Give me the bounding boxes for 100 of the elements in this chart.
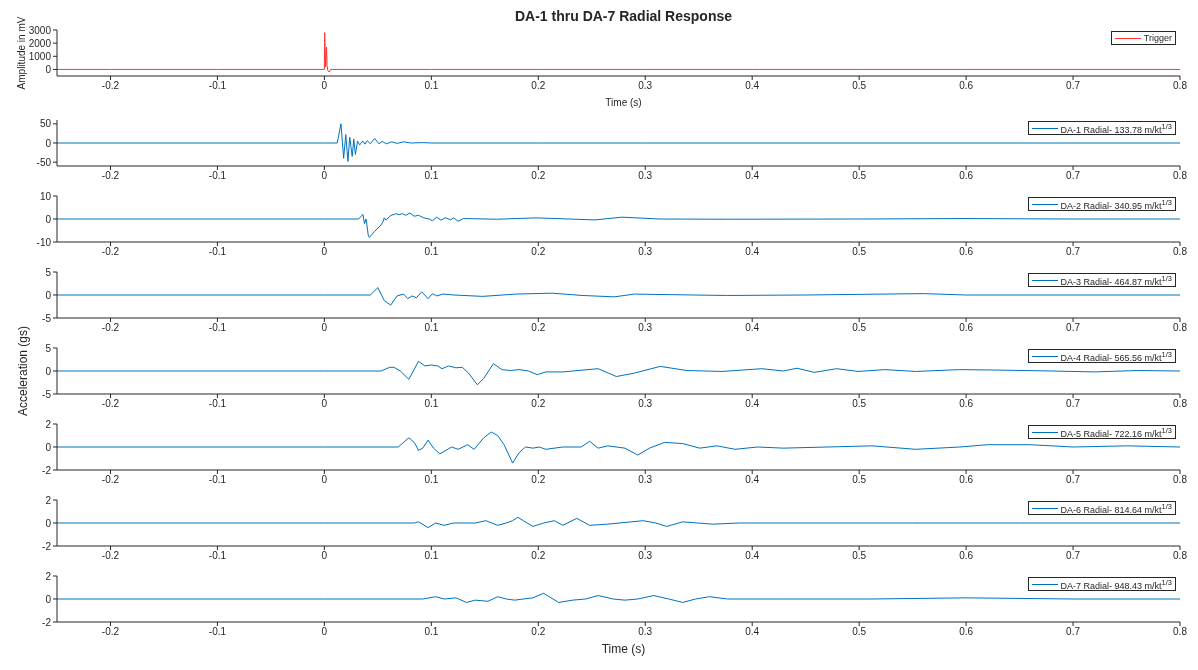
x-tick-label: 0.5 <box>852 626 867 638</box>
x-tick-label: -0.1 <box>208 626 227 638</box>
legend-label: Trigger <box>1143 32 1172 44</box>
x-tick-label: 0 <box>321 322 328 334</box>
x-tick-label: 0.1 <box>424 550 439 562</box>
y-tick-label: -2 <box>42 540 52 552</box>
y-tick-label: 1000 <box>28 50 52 62</box>
line-series <box>57 360 1180 386</box>
x-tick-label: 0.8 <box>1173 626 1188 638</box>
x-tick-label: 0.8 <box>1173 322 1188 334</box>
x-tick-label: 0 <box>321 626 328 638</box>
y-tick-label: 0 <box>45 137 52 149</box>
y-tick-label: 0 <box>45 289 52 301</box>
x-tick-label: 0.4 <box>745 550 760 562</box>
y-tick-label: 2000 <box>28 37 52 49</box>
x-tick-label: -0.1 <box>208 246 227 258</box>
x-tick-label: -0.2 <box>101 550 120 562</box>
x-tick-label: 0.7 <box>1066 550 1081 562</box>
x-tick-label: 0 <box>321 170 328 182</box>
chart-title: DA-1 thru DA-7 Radial Response <box>514 8 733 24</box>
x-tick-label: 0.5 <box>852 474 867 486</box>
x-tick-label: 0.8 <box>1173 398 1188 410</box>
x-tick-label: 0.5 <box>852 322 867 334</box>
y-tick-label: -5 <box>42 312 52 324</box>
y-axis-title: Acceleration (gs) <box>16 325 30 417</box>
x-tick-label: 0.4 <box>745 80 760 92</box>
x-tick-label: 0.6 <box>959 398 974 410</box>
x-tick-label: -0.2 <box>101 398 120 410</box>
y-tick-label: 0 <box>45 63 52 75</box>
x-axis-title: Time (s) <box>604 96 643 110</box>
line-series <box>57 212 1180 238</box>
y-tick-label: 5 <box>45 266 52 278</box>
x-tick-label: 0.2 <box>531 626 546 638</box>
line-series <box>57 516 1180 529</box>
x-tick-label: 0.1 <box>424 80 439 92</box>
x-tick-label: 0.8 <box>1173 170 1188 182</box>
x-tick-label: 0.3 <box>638 398 653 410</box>
x-tick-label: 0.3 <box>638 474 653 486</box>
x-tick-label: 0 <box>321 474 328 486</box>
y-tick-label: 0 <box>45 213 52 225</box>
x-tick-label: 0.7 <box>1066 626 1081 638</box>
x-tick-label: -0.2 <box>101 626 120 638</box>
x-tick-label: -0.1 <box>208 474 227 486</box>
line-series <box>57 431 1180 464</box>
x-tick-label: 0.3 <box>638 626 653 638</box>
line-series <box>57 123 1180 162</box>
y-tick-label: 2 <box>45 494 52 506</box>
x-tick-label: 0.6 <box>959 626 974 638</box>
x-tick-label: 0 <box>321 80 328 92</box>
x-tick-label: 0.3 <box>638 322 653 334</box>
x-tick-label: 0.2 <box>531 550 546 562</box>
x-tick-label: -0.1 <box>208 170 227 182</box>
x-tick-label: -0.1 <box>208 398 227 410</box>
x-tick-label: -0.1 <box>208 80 227 92</box>
y-tick-label: 3000 <box>28 24 52 36</box>
x-tick-label: 0.5 <box>852 80 867 92</box>
y-tick-label: -2 <box>42 616 52 628</box>
x-tick-label: -0.2 <box>101 170 120 182</box>
x-tick-label: 0.2 <box>531 322 546 334</box>
x-tick-label: -0.2 <box>101 474 120 486</box>
legend-label: DA-4 Radial- 565.56 m/kt$^{1/3}$ <box>1060 348 1172 364</box>
x-tick-label: 0.4 <box>745 170 760 182</box>
y-tick-label: 5 <box>45 342 52 354</box>
y-tick-label: 0 <box>45 517 52 529</box>
y-tick-label: 0 <box>45 365 52 377</box>
x-tick-label: 0.4 <box>745 474 760 486</box>
x-tick-label: 0 <box>321 246 328 258</box>
x-tick-label: 0.1 <box>424 626 439 638</box>
legend-label: DA-1 Radial- 133.78 m/kt$^{1/3}$ <box>1060 120 1172 136</box>
y-tick-label: 50 <box>39 118 52 130</box>
x-tick-label: 0.8 <box>1173 80 1188 92</box>
x-tick-label: 0.6 <box>959 474 974 486</box>
x-tick-label: 0.1 <box>424 246 439 258</box>
x-tick-label: 0.2 <box>531 398 546 410</box>
x-tick-label: 0.3 <box>638 246 653 258</box>
x-tick-label: 0.2 <box>531 170 546 182</box>
legend-label: DA-6 Radial- 814.64 m/kt$^{1/3}$ <box>1060 500 1172 516</box>
legend-label: DA-7 Radial- 948.43 m/kt$^{1/3}$ <box>1060 576 1172 592</box>
y-tick-label: 0 <box>45 593 52 605</box>
legend-label: DA-5 Radial- 722.16 m/kt$^{1/3}$ <box>1060 424 1172 440</box>
x-tick-label: 0.8 <box>1173 474 1188 486</box>
y-tick-label: 2 <box>45 418 52 430</box>
x-tick-label: 0.7 <box>1066 246 1081 258</box>
x-tick-label: 0.6 <box>959 550 974 562</box>
y-tick-label: 0 <box>45 441 52 453</box>
x-tick-label: 0.1 <box>424 398 439 410</box>
legend-label: DA-2 Radial- 340.95 m/kt$^{1/3}$ <box>1060 196 1172 212</box>
x-tick-label: -0.1 <box>208 322 227 334</box>
x-tick-label: 0.4 <box>745 246 760 258</box>
x-tick-label: 0 <box>321 550 328 562</box>
x-tick-label: 0.7 <box>1066 398 1081 410</box>
x-tick-label: 0.1 <box>424 474 439 486</box>
y-tick-label: -2 <box>42 464 52 476</box>
x-tick-label: -0.2 <box>101 80 120 92</box>
y-tick-label: 2 <box>45 570 52 582</box>
x-tick-label: 0.6 <box>959 170 974 182</box>
y-tick-label: -5 <box>42 388 52 400</box>
x-tick-label: 0.7 <box>1066 170 1081 182</box>
x-tick-label: -0.2 <box>101 322 120 334</box>
x-tick-label: 0.3 <box>638 170 653 182</box>
